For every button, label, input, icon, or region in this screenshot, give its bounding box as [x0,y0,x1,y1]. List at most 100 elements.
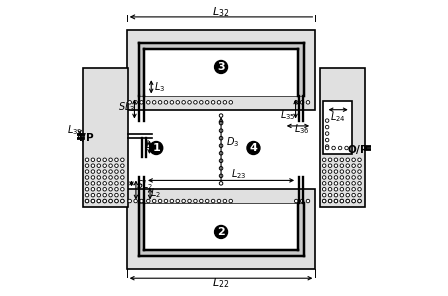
Circle shape [358,193,361,197]
Circle shape [121,176,124,179]
Circle shape [334,170,338,173]
Text: $L_2$: $L_2$ [151,186,161,200]
Circle shape [103,170,107,173]
Circle shape [334,158,338,162]
Circle shape [328,193,332,197]
Circle shape [91,170,95,173]
Circle shape [194,199,197,203]
Circle shape [85,199,89,203]
Circle shape [346,181,349,185]
Circle shape [85,164,89,168]
Circle shape [211,199,215,203]
Circle shape [300,101,304,104]
Circle shape [325,132,329,135]
Circle shape [91,158,95,162]
Circle shape [97,187,100,191]
Circle shape [170,199,174,203]
Bar [323,101,352,154]
Bar [144,202,298,250]
Circle shape [346,164,349,168]
Circle shape [217,101,221,104]
Circle shape [217,199,221,203]
Circle shape [346,170,349,173]
Text: $L_{22}$: $L_{22}$ [212,276,230,289]
Circle shape [115,199,118,203]
Circle shape [109,199,112,203]
Circle shape [176,101,180,104]
Circle shape [176,199,180,203]
Circle shape [325,146,329,150]
Circle shape [352,164,355,168]
Text: 1: 1 [152,143,160,153]
Circle shape [358,176,361,179]
Circle shape [150,141,163,155]
Circle shape [332,146,336,150]
Circle shape [103,181,107,185]
Circle shape [219,114,223,117]
Circle shape [323,181,326,185]
Circle shape [219,121,223,125]
Circle shape [109,164,112,168]
Circle shape [325,145,329,148]
Circle shape [85,193,89,197]
Circle shape [115,158,118,162]
Circle shape [219,136,223,140]
Circle shape [85,187,89,191]
Circle shape [215,60,228,73]
Circle shape [115,199,118,203]
Circle shape [152,101,156,104]
Text: $D_3$: $D_3$ [226,135,240,149]
Circle shape [323,199,326,203]
Circle shape [97,164,100,168]
Circle shape [346,199,349,203]
Circle shape [121,187,124,191]
Circle shape [128,199,132,203]
Circle shape [323,187,326,191]
Circle shape [121,181,124,185]
Circle shape [121,199,124,203]
Circle shape [85,170,89,173]
Circle shape [115,170,118,173]
Circle shape [352,158,355,162]
Circle shape [121,193,124,197]
Circle shape [109,193,112,197]
Circle shape [334,199,338,203]
Circle shape [340,176,344,179]
Circle shape [109,187,112,191]
Circle shape [358,158,361,162]
Circle shape [91,164,95,168]
Circle shape [121,164,124,168]
Circle shape [334,199,338,203]
Text: $L_{24}$: $L_{24}$ [330,110,345,124]
Text: $L_{36}$: $L_{36}$ [293,122,309,136]
Circle shape [97,193,100,197]
Circle shape [103,158,107,162]
Circle shape [358,170,361,173]
Circle shape [352,176,355,179]
Circle shape [325,125,329,129]
Circle shape [352,199,355,203]
Circle shape [325,119,329,122]
Circle shape [91,181,95,185]
Circle shape [219,129,223,132]
Circle shape [352,193,355,197]
Circle shape [294,199,298,203]
Circle shape [323,193,326,197]
Circle shape [219,144,223,147]
Text: $SL_3$: $SL_3$ [118,100,136,114]
Bar [127,189,315,269]
Circle shape [219,159,223,163]
Text: 2: 2 [217,227,225,237]
Circle shape [219,152,223,155]
Circle shape [206,101,209,104]
Circle shape [340,170,344,173]
Circle shape [158,199,162,203]
Circle shape [223,199,227,203]
Circle shape [182,101,185,104]
Text: $\mathbf{I/P}$: $\mathbf{I/P}$ [78,131,95,144]
Circle shape [146,101,150,104]
Bar [320,68,366,207]
Circle shape [199,101,203,104]
Circle shape [334,176,338,179]
Circle shape [115,181,118,185]
